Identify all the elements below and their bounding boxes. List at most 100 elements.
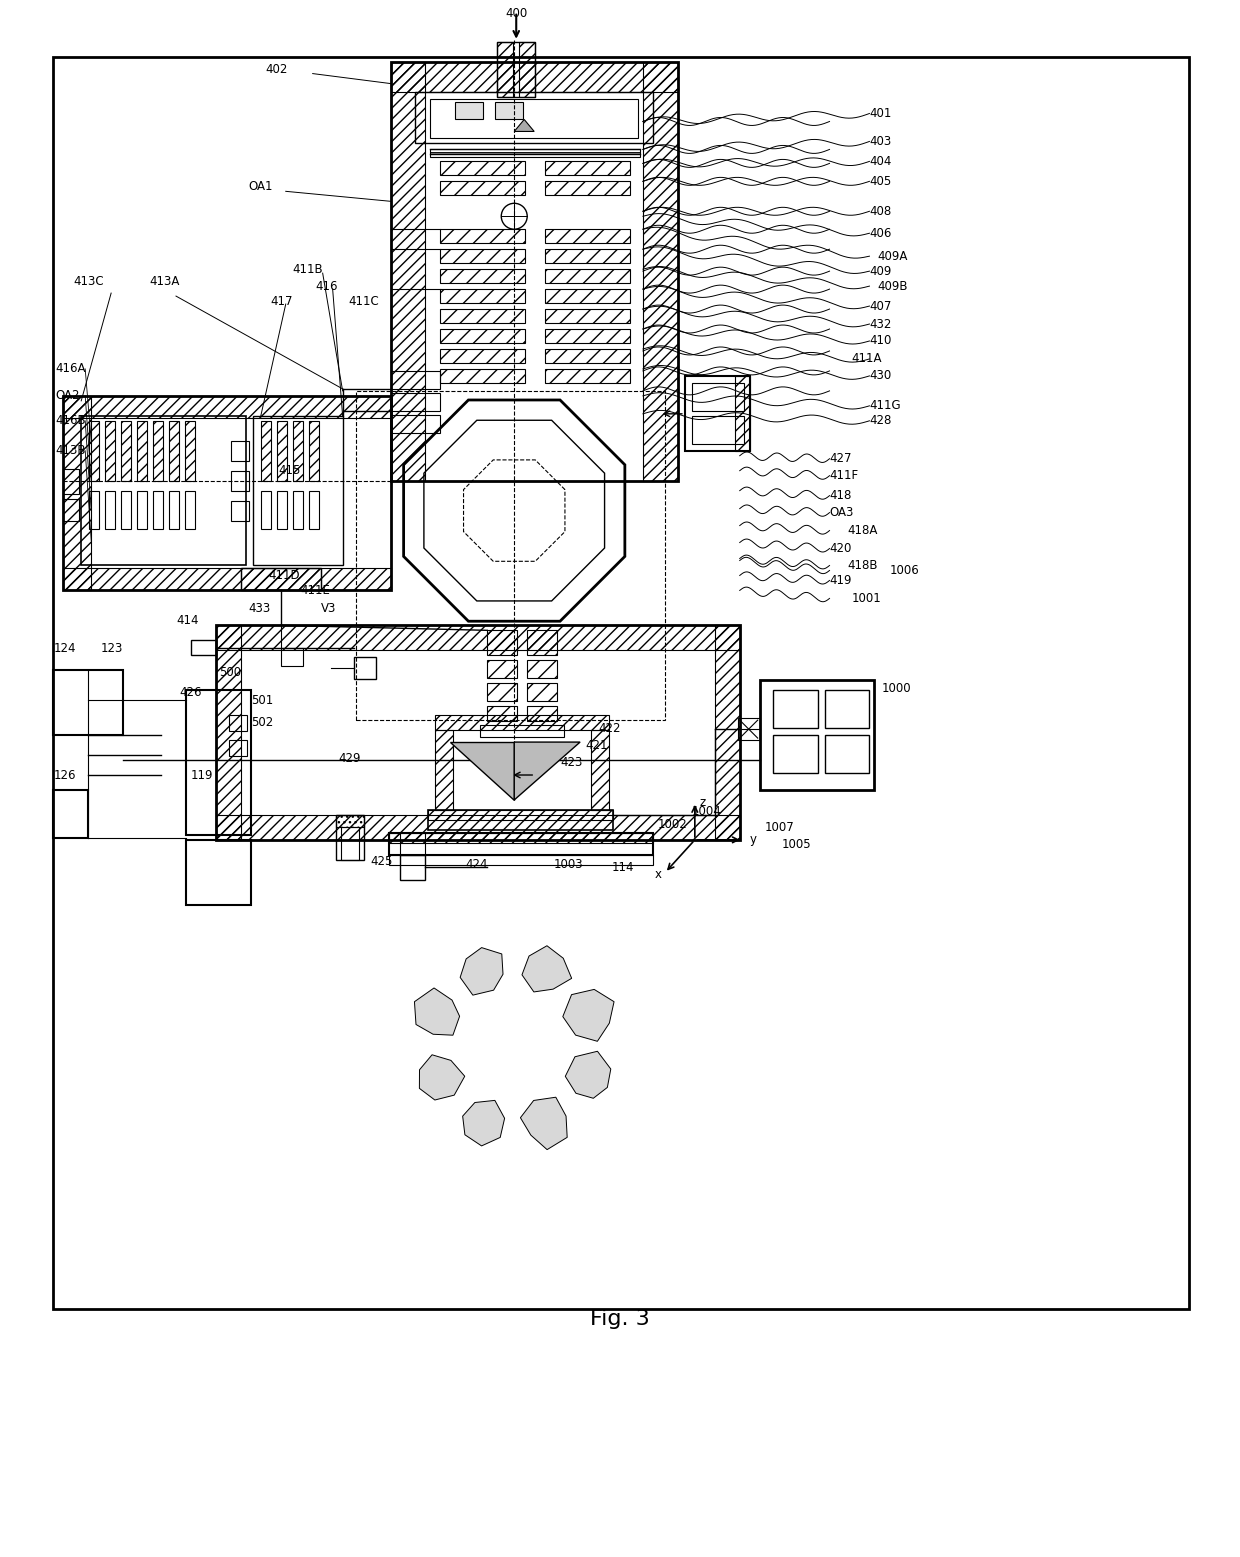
Bar (520, 42, 536, 97)
Bar (435, 715, 609, 730)
Bar (231, 470, 249, 490)
Text: 1007: 1007 (765, 822, 795, 835)
Bar (480, 726, 564, 736)
Text: 427: 427 (830, 452, 852, 466)
Bar (455, 101, 484, 120)
Polygon shape (521, 1098, 567, 1149)
Bar (388, 855, 653, 864)
Text: 406: 406 (869, 227, 892, 240)
Text: 410: 410 (869, 335, 892, 347)
Bar (825, 690, 869, 729)
Text: 413B: 413B (56, 444, 86, 458)
Bar (231, 441, 249, 461)
Bar (241, 568, 321, 590)
Bar (63, 395, 391, 417)
Text: 425: 425 (371, 855, 393, 869)
Bar (309, 490, 319, 528)
Bar (353, 657, 376, 679)
Bar (735, 375, 750, 450)
Bar (495, 101, 523, 120)
Bar (336, 814, 363, 859)
Bar (216, 626, 740, 839)
Bar (191, 640, 216, 655)
Bar (105, 420, 115, 481)
Text: 421: 421 (585, 738, 608, 752)
Bar (241, 568, 321, 590)
Polygon shape (565, 1051, 611, 1098)
Bar (440, 290, 526, 304)
Bar (401, 855, 425, 880)
Text: 502: 502 (250, 716, 273, 729)
Polygon shape (515, 743, 580, 800)
Bar (527, 684, 557, 701)
Bar (63, 395, 92, 590)
Bar (229, 740, 247, 757)
Bar (388, 833, 653, 842)
Polygon shape (522, 945, 572, 992)
Text: 411G: 411G (869, 399, 901, 413)
Bar (487, 684, 517, 701)
Bar (825, 735, 869, 772)
Bar (497, 42, 536, 97)
Polygon shape (460, 948, 503, 995)
Bar (487, 631, 517, 655)
Bar (429, 810, 613, 821)
Bar (185, 490, 195, 528)
Bar (216, 626, 241, 839)
Polygon shape (414, 989, 460, 1035)
Bar (546, 290, 630, 304)
Bar (440, 349, 526, 363)
Bar (487, 707, 517, 721)
Text: 416B: 416B (56, 414, 86, 427)
Text: y: y (750, 833, 756, 847)
Bar (89, 490, 99, 528)
Text: 409: 409 (869, 265, 892, 277)
Bar (440, 181, 526, 195)
Bar (440, 369, 526, 383)
Text: 411F: 411F (830, 469, 858, 483)
Text: 403: 403 (869, 135, 892, 148)
Text: 501: 501 (250, 694, 273, 707)
Bar (684, 375, 750, 450)
Bar (293, 490, 303, 528)
Text: OA1: OA1 (249, 179, 273, 193)
Bar (591, 730, 609, 810)
Bar (391, 62, 425, 481)
Bar (388, 833, 653, 855)
Text: 417: 417 (270, 294, 294, 308)
Bar (440, 249, 526, 263)
Text: 1004: 1004 (692, 805, 722, 819)
Text: 119: 119 (191, 769, 213, 782)
Bar (497, 42, 513, 97)
Bar (773, 735, 817, 772)
Bar (280, 648, 303, 666)
Text: OA3: OA3 (830, 506, 854, 518)
Bar (546, 181, 630, 195)
Polygon shape (515, 120, 534, 131)
Bar (186, 690, 250, 835)
Text: 500: 500 (219, 666, 241, 679)
Bar (277, 420, 286, 481)
Bar (122, 490, 131, 528)
Bar (487, 660, 517, 679)
Text: 411E: 411E (301, 584, 331, 596)
Text: 1006: 1006 (889, 564, 919, 578)
Bar (105, 490, 115, 528)
Bar (391, 414, 440, 433)
Text: 114: 114 (613, 861, 635, 875)
Bar (63, 568, 391, 590)
Bar (293, 420, 303, 481)
Bar (527, 660, 557, 679)
Bar (391, 371, 440, 389)
Text: 404: 404 (869, 154, 892, 168)
Bar (336, 814, 363, 827)
Polygon shape (450, 743, 515, 800)
Text: 430: 430 (869, 369, 892, 383)
Text: 413C: 413C (73, 274, 104, 288)
Text: 424: 424 (465, 858, 487, 872)
Text: 124: 124 (53, 641, 76, 655)
Bar (546, 249, 630, 263)
Text: 401: 401 (869, 107, 892, 120)
Text: 411C: 411C (348, 294, 379, 308)
Text: 411A: 411A (852, 352, 882, 366)
